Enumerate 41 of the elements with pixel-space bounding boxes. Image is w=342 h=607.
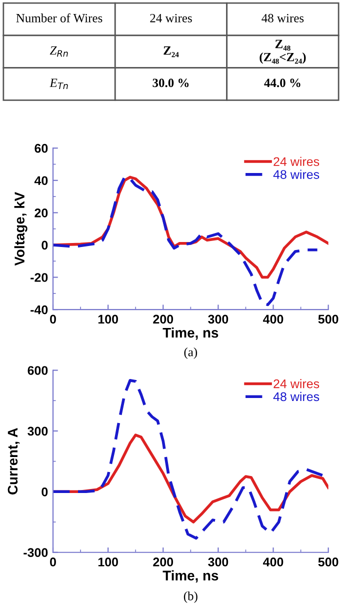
- x-tick-label: 400: [263, 314, 284, 324]
- x-tick-label: 400: [263, 558, 284, 566]
- legend-label: 48 wires: [273, 392, 320, 402]
- y-tick-label: 0: [42, 487, 48, 496]
- y-tick-label: 20: [34, 208, 48, 218]
- x-axis-title: Time, ns: [162, 570, 218, 582]
- text: (b): [184, 592, 198, 603]
- y-tick-label: -20: [30, 273, 48, 282]
- x-tick-label: 100: [98, 558, 118, 566]
- x-tick-label: 300: [208, 314, 228, 324]
- text: 30.0 %: [152, 78, 189, 88]
- x-tick-label: 500: [318, 314, 338, 324]
- y-tick-label: 600: [28, 366, 48, 375]
- text: 44.0 %: [264, 78, 300, 88]
- text: (a): [184, 348, 198, 359]
- y-tick-label: -40: [30, 305, 48, 314]
- x-tick-label: 0: [50, 314, 56, 324]
- y-tick-label: -300: [24, 548, 48, 558]
- y-tick-label: 60: [34, 144, 48, 153]
- x-tick-label: 200: [153, 314, 174, 324]
- category-label: Number of Wires: [16, 13, 102, 22]
- x-tick-label: 100: [98, 314, 118, 324]
- x-axis-title: Time, ns: [162, 327, 218, 340]
- category-label: Z$_{Rn}$: [50, 46, 68, 57]
- legend-label: 48 wires: [273, 170, 320, 179]
- y-tick-label: 40: [34, 176, 48, 186]
- category-label: 24 wires: [150, 14, 192, 22]
- legend-label: 24 wires: [274, 156, 320, 166]
- category-label: E$_{Tn}$: [50, 78, 68, 89]
- x-tick-label: 500: [318, 558, 338, 566]
- text: Z₂₄: [164, 46, 179, 58]
- y-tick-label: 300: [28, 426, 48, 436]
- x-tick-label: 0: [50, 558, 56, 566]
- text: Z₄₈ (Z₄₈<Z₂₄): [260, 40, 306, 64]
- category-label: 48 wires: [262, 14, 304, 22]
- y-tick-label: 0: [42, 240, 48, 250]
- y-axis-title: Voltage, kV: [14, 192, 28, 266]
- x-tick-label: 300: [208, 558, 228, 566]
- y-axis-title: Current, A: [8, 428, 20, 494]
- x-tick-label: 200: [153, 558, 174, 566]
- legend-label: 24 wires: [274, 379, 320, 388]
